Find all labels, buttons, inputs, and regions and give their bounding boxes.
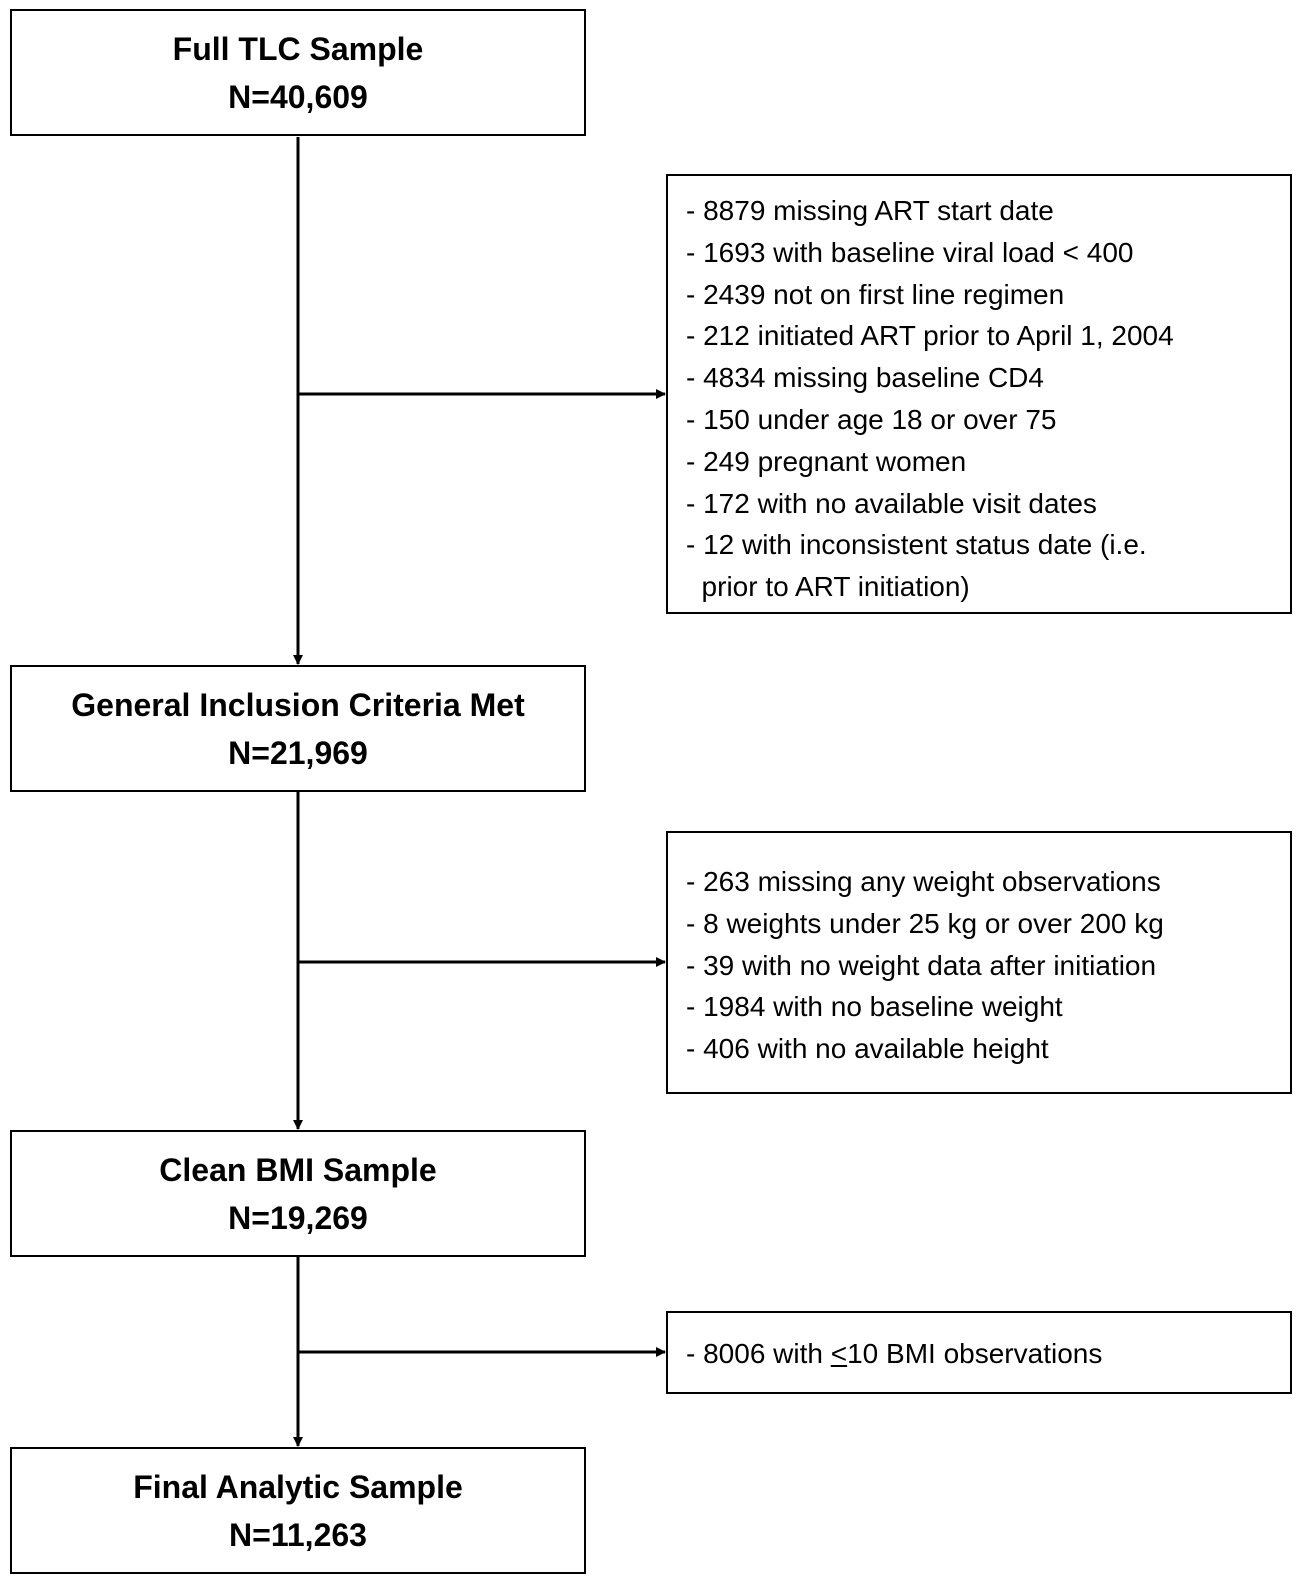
exclusion-item: - 12 with inconsistent status date (i.e.: [686, 529, 1147, 561]
less-than-or-equal-symbol: <: [830, 1338, 848, 1369]
stage-count: N=11,263: [229, 1516, 367, 1553]
stage-title: Clean BMI Sample: [159, 1151, 437, 1188]
exclusion-item: - 8 weights under 25 kg or over 200 kg: [686, 907, 1164, 939]
stage-box-clean-bmi-sample: Clean BMI Sample N=19,269: [10, 1130, 586, 1257]
exclusion-item: - 4834 missing baseline CD4: [686, 362, 1044, 394]
exclusion-item: - 8006 with <10 BMI observations: [686, 1333, 1280, 1375]
exclusion-box-general-criteria: - 8879 missing ART start date - 1693 wit…: [666, 174, 1292, 614]
stage-title: Final Analytic Sample: [133, 1468, 463, 1505]
stage-title: Full TLC Sample: [172, 30, 424, 67]
exclusion-box-bmi-observations: - 8006 with <10 BMI observations: [666, 1311, 1292, 1394]
stage-count: N=40,609: [228, 78, 368, 115]
exclusion-item-suffix: 10 BMI observations: [847, 1338, 1103, 1369]
exclusion-item: - 263 missing any weight observations: [686, 866, 1161, 897]
exclusion-item: - 39 with no weight data after initiatio…: [686, 949, 1157, 981]
exclusion-item: - 1984 with no baseline weight: [686, 991, 1063, 1023]
exclusion-item: - 406 with no available height: [686, 1033, 1049, 1065]
exclusion-item: - 8879 missing ART start date: [686, 195, 1054, 226]
exclusion-item-prefix: - 8006 with: [686, 1338, 831, 1369]
exclusion-item: - 2439 not on first line regimen: [686, 278, 1065, 310]
stage-box-general-inclusion: General Inclusion Criteria Met N=21,969: [10, 665, 586, 792]
stage-count: N=19,269: [228, 1199, 368, 1236]
exclusion-item: - 1693 with baseline viral load < 400: [686, 236, 1134, 268]
exclusion-item: - 150 under age 18 or over 75: [686, 403, 1057, 435]
stage-box-final-analytic-sample: Final Analytic Sample N=11,263: [10, 1447, 586, 1574]
stage-box-full-tlc-sample: Full TLC Sample N=40,609: [10, 9, 586, 136]
exclusion-item: - 212 initiated ART prior to April 1, 20…: [686, 320, 1174, 352]
stage-count: N=21,969: [228, 734, 368, 771]
exclusion-box-weight-criteria: - 263 missing any weight observations - …: [666, 831, 1292, 1094]
exclusion-item: - 172 with no available visit dates: [686, 487, 1097, 519]
stage-title: General Inclusion Criteria Met: [71, 686, 525, 723]
exclusion-item: - 249 pregnant women: [686, 445, 967, 477]
exclusion-item: prior to ART initiation): [686, 571, 970, 603]
